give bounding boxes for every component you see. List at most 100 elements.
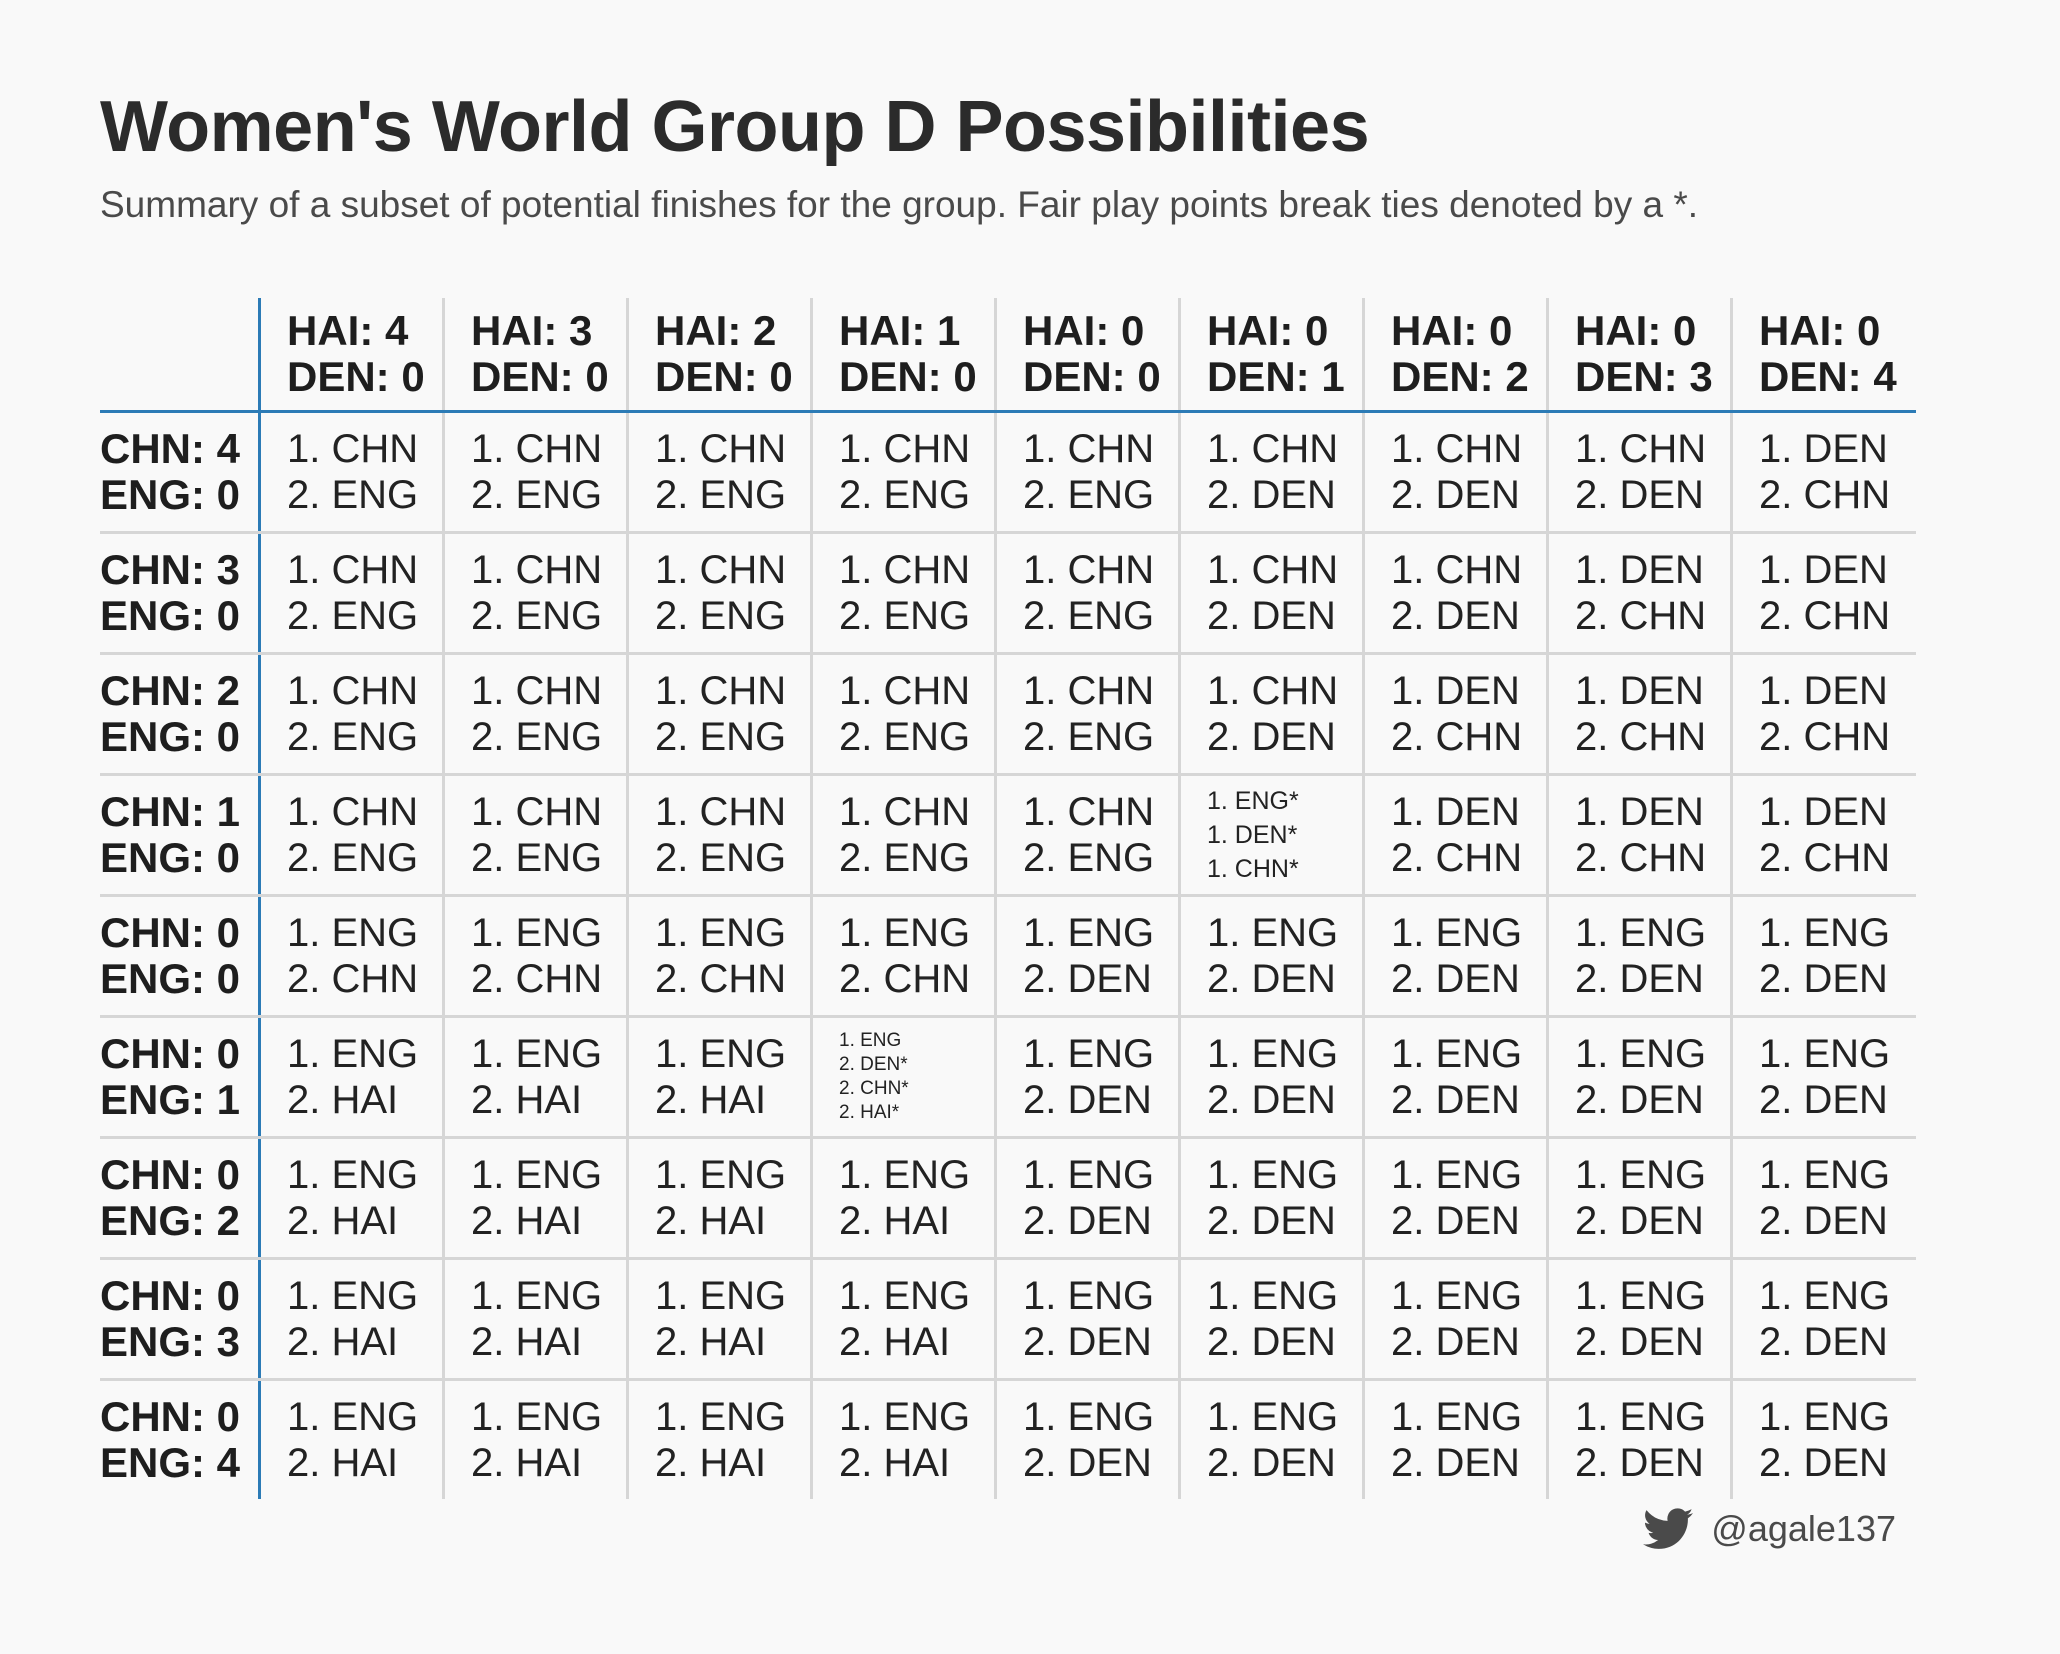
table-cell: 1. DEN 2. CHN: [1547, 532, 1733, 655]
table-cell: 1. ENG 2. HAI: [627, 1258, 813, 1381]
table-cell: 1. ENG 2. DEN: [1731, 1016, 1916, 1139]
cell-line: 2. ENG: [1023, 594, 1155, 638]
cell-line: 2. CHN: [287, 957, 419, 1001]
cell-line: 1. ENG: [655, 1395, 787, 1439]
row-header: CHN: 3 ENG: 0: [100, 532, 261, 655]
cell-line: 2. CHN: [1759, 594, 1891, 638]
cell-line: 1. ENG: [1575, 1395, 1707, 1439]
cell-line: 2. DEN: [1575, 1441, 1704, 1485]
table-cell: 1. ENG 2. HAI: [443, 1016, 629, 1139]
column-header: HAI: 4 DEN: 0: [259, 298, 445, 413]
cell-line: 1. CHN: [471, 548, 603, 592]
chart-subtitle: Summary of a subset of potential finishe…: [100, 184, 1699, 225]
cell-line: 2. HAI: [471, 1199, 583, 1243]
cell-line: 1. CHN: [655, 427, 787, 471]
cell-line: 1. CHN: [839, 669, 971, 713]
cell-line: 2. ENG: [471, 594, 603, 638]
table-cell: 1. ENG 2. CHN: [443, 895, 629, 1018]
cell-line: 1. ENG: [1759, 1153, 1891, 1197]
table-cell: 1. ENG 2. HAI: [443, 1379, 629, 1499]
cell-line: 2. DEN: [1575, 473, 1704, 517]
cell-line: 1. CHN: [1023, 548, 1155, 592]
cell-line: 2. HAI: [287, 1320, 399, 1364]
table-row: CHN: 0 ENG: 0 1. ENG 2. CHN 1. ENG 2. CHN 1. E…: [100, 895, 1916, 1018]
cell-line: 1. CHN: [655, 548, 787, 592]
column-header: HAI: 0 DEN: 2: [1363, 298, 1549, 413]
cell-line: 2. CHN: [1759, 836, 1891, 880]
cell-line: 2. HAI: [471, 1441, 583, 1485]
table-row: CHN: 0 ENG: 3 1. ENG 2. HAI 1. ENG 2. HAI 1. E…: [100, 1258, 1916, 1381]
table-cell: 1. CHN 2. ENG: [811, 774, 997, 897]
table-cell: 1. CHN 2. DEN: [1363, 532, 1549, 655]
cell-line: 2. DEN*: [839, 1054, 908, 1075]
cell-line: 2. CHN: [839, 957, 971, 1001]
row-header-line: CHN: 1: [100, 788, 241, 835]
table-row: CHN: 3 ENG: 0 1. CHN 2. ENG 1. CHN 2. ENG 1. C…: [100, 532, 1916, 655]
table-cell: 1. CHN 2. DEN: [1363, 411, 1549, 534]
chart-title: Women's World Group D Possibilities: [100, 87, 1370, 167]
table-cell: 1. ENG 2. DEN: [1363, 1137, 1549, 1260]
cell-line: 2. DEN: [1759, 1441, 1888, 1485]
table-cell: 1. DEN 2. CHN: [1363, 774, 1549, 897]
cell-line: 1. ENG: [839, 1274, 971, 1318]
cell-line: 2. DEN: [1391, 1199, 1520, 1243]
table-cell: 1. ENG 2. DEN: [1731, 1137, 1916, 1260]
row-header-line: ENG: 1: [100, 1076, 241, 1123]
cell-line: 1. ENG: [287, 1274, 419, 1318]
cell-line: 2. DEN: [1207, 715, 1336, 759]
cell-line: 1. CHN: [655, 669, 787, 713]
cell-line: 1. ENG: [1391, 911, 1523, 955]
cell-line: 2. DEN: [1759, 1199, 1888, 1243]
cell-line: 1. ENG: [1207, 1153, 1339, 1197]
cell-line: 1. CHN: [1023, 669, 1155, 713]
cell-line: 1. ENG: [839, 1030, 902, 1051]
table-cell: 1. ENG 2. HAI: [259, 1016, 445, 1139]
cell-line: 1. ENG: [471, 1274, 603, 1318]
column-header-line: HAI: 1: [839, 307, 961, 354]
row-header-line: CHN: 0: [100, 1030, 241, 1077]
table-row: CHN: 0 ENG: 4 1. ENG 2. HAI 1. ENG 2. HAI 1. E…: [100, 1379, 1916, 1499]
column-header-line: HAI: 0: [1575, 307, 1697, 354]
cell-line: 2. HAI: [655, 1441, 767, 1485]
table-cell: 1. ENG 2. DEN: [1179, 895, 1365, 1018]
cell-line: 1. DEN: [1759, 790, 1888, 834]
cell-line: 1. CHN: [471, 669, 603, 713]
table-cell: 1. ENG 2. CHN: [627, 895, 813, 1018]
cell-line: 1. ENG: [1759, 1395, 1891, 1439]
cell-line: 1. ENG: [839, 1153, 971, 1197]
table-cell: 1. ENG 2. DEN: [1179, 1016, 1365, 1139]
table-cell: 1. ENG 2. DEN: [1363, 1379, 1549, 1499]
table-cell: 1. CHN 2. ENG: [259, 774, 445, 897]
table-row: CHN: 2 ENG: 0 1. CHN 2. ENG 1. CHN 2. ENG 1. C…: [100, 653, 1916, 776]
cell-line: 1. CHN: [471, 790, 603, 834]
cell-line: 1. DEN: [1391, 790, 1520, 834]
cell-line: 1. CHN: [287, 669, 419, 713]
cell-line: 1. ENG: [287, 911, 419, 955]
cell-line: 1. CHN: [839, 427, 971, 471]
cell-line: 2. CHN: [471, 957, 603, 1001]
cell-line: 2. ENG: [655, 715, 787, 759]
column-header-line: HAI: 2: [655, 307, 777, 354]
column-header-line: DEN: 1: [1207, 353, 1345, 400]
cell-line: 1. ENG*: [1207, 787, 1299, 815]
cell-line: 2. ENG: [1023, 715, 1155, 759]
cell-line: 2. DEN: [1575, 1078, 1704, 1122]
row-header-line: CHN: 2: [100, 667, 241, 714]
cell-line: 2. DEN: [1207, 594, 1336, 638]
cell-line: 1. DEN: [1575, 548, 1704, 592]
table-row: CHN: 0 ENG: 2 1. ENG 2. HAI 1. ENG 2. HAI 1. E…: [100, 1137, 1916, 1260]
cell-line: 1. DEN: [1391, 669, 1520, 713]
table-cell: 1. CHN 2. ENG: [627, 411, 813, 534]
cell-line: 2. ENG: [287, 836, 419, 880]
cell-line: 1. DEN: [1575, 790, 1704, 834]
table-cell: 1. ENG 2. HAI: [811, 1137, 997, 1260]
cell-line: 2. DEN: [1391, 1078, 1520, 1122]
cell-line: 2. HAI: [839, 1441, 951, 1485]
cell-line: 1. DEN: [1575, 669, 1704, 713]
table-body: CHN: 4 ENG: 0 1. CHN 2. ENG 1. CHN 2. ENG 1. C…: [100, 411, 1916, 1499]
cell-line: 2. HAI: [287, 1078, 399, 1122]
table-cell: 1. ENG 2. DEN: [1731, 1258, 1916, 1381]
cell-line: 1. ENG: [1023, 1274, 1155, 1318]
table-cell: 1. ENG 2. DEN: [1547, 1016, 1733, 1139]
table-cell: 1. DEN 2. CHN: [1547, 653, 1733, 776]
